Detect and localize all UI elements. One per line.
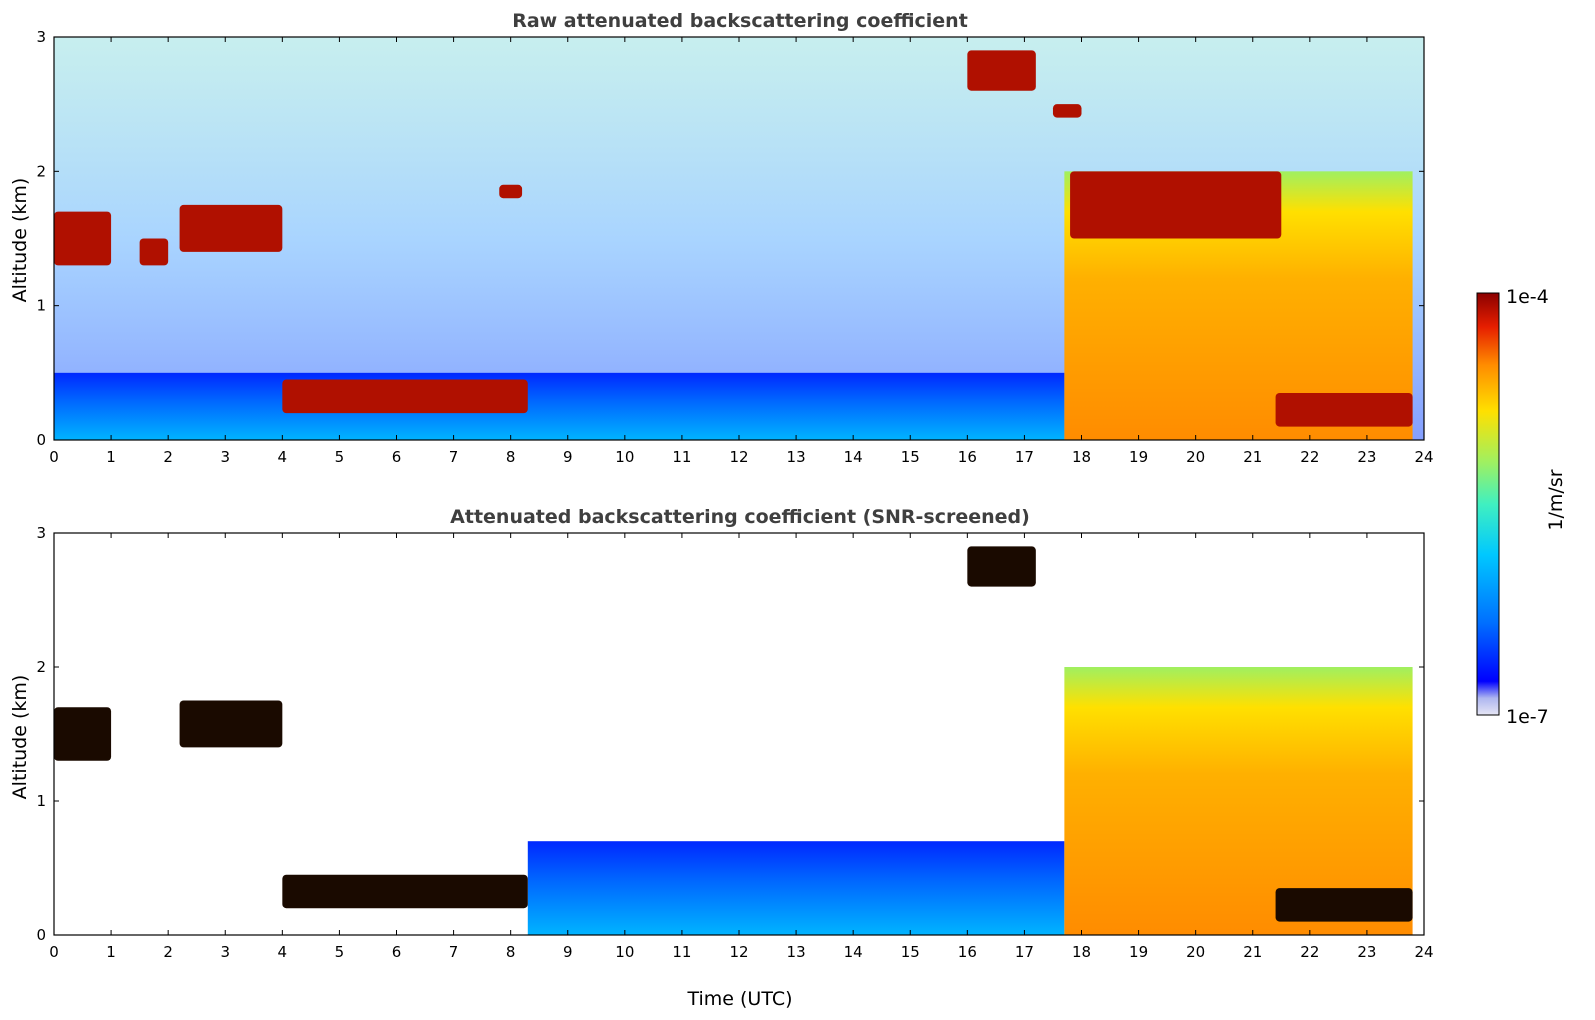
panel-raw-y-label: Altitude (km) xyxy=(9,178,31,303)
panel-raw-heatmap xyxy=(54,37,1424,441)
x-tick-label: 12 xyxy=(729,448,748,466)
heatmap-cloud-1 xyxy=(139,238,169,266)
x-tick-label: 20 xyxy=(1186,448,1205,466)
x-tick-label: 13 xyxy=(787,448,806,466)
x-tick-label: 10 xyxy=(615,943,634,961)
x-tick-label: 11 xyxy=(672,943,691,961)
y-tick-label: 2 xyxy=(36,658,46,676)
x-tick-label: 18 xyxy=(1072,943,1091,961)
heatmap-cloud-7 xyxy=(1070,171,1282,239)
panel-raw-y-axis: 0 1 2 3 xyxy=(36,28,1424,449)
heatmap-cloud-6 xyxy=(1052,104,1082,118)
heatmap-cloud-3 xyxy=(282,379,528,414)
heatmap-cloud-0 xyxy=(54,707,112,761)
heatmap-cloud-1 xyxy=(179,700,283,748)
y-tick-label: 1 xyxy=(36,792,46,810)
heatmap-cloud-2 xyxy=(282,874,528,909)
panel-raw-x-axis: 0 1 2 3 4 5 6 7 8 9 10 11 12 13 14 15 16 17 18 19 20 21 22 23 24 xyxy=(49,37,1434,466)
x-tick-label: 4 xyxy=(278,943,288,961)
heatmap-cloud-5 xyxy=(967,50,1036,91)
x-tick-label: 17 xyxy=(1015,943,1034,961)
y-tick-label: 2 xyxy=(36,162,46,180)
x-tick-label: 24 xyxy=(1414,943,1433,961)
heatmap-cloud-0 xyxy=(54,211,112,266)
x-tick-label: 5 xyxy=(335,448,345,466)
heatmap-boundary-layer-0 xyxy=(54,372,1065,440)
x-tick-label: 1 xyxy=(106,448,116,466)
x-axis-label: Time (UTC) xyxy=(686,988,792,1010)
x-tick-label: 9 xyxy=(563,943,573,961)
x-tick-label: 0 xyxy=(49,448,59,466)
y-tick-label: 3 xyxy=(36,524,46,542)
x-tick-label: 15 xyxy=(901,448,920,466)
x-tick-label: 14 xyxy=(844,943,863,961)
x-tick-label: 4 xyxy=(278,448,288,466)
y-tick-label: 1 xyxy=(36,297,46,315)
x-tick-label: 18 xyxy=(1072,448,1091,466)
x-tick-label: 0 xyxy=(49,943,59,961)
heatmap-cloud-4 xyxy=(499,184,523,199)
x-tick-label: 6 xyxy=(392,943,402,961)
x-tick-label: 21 xyxy=(1243,943,1262,961)
x-tick-label: 13 xyxy=(787,943,806,961)
x-tick-label: 24 xyxy=(1414,448,1433,466)
x-tick-label: 22 xyxy=(1300,943,1319,961)
x-tick-label: 12 xyxy=(729,943,748,961)
x-tick-label: 8 xyxy=(506,943,516,961)
panel-screened-heatmap xyxy=(54,546,1413,935)
colorbar-gradient xyxy=(1476,292,1500,716)
heatmap-cloud-3 xyxy=(967,546,1036,587)
x-tick-label: 19 xyxy=(1129,943,1148,961)
x-tick-label: 20 xyxy=(1186,943,1205,961)
colorbar-min-label: 1e-7 xyxy=(1506,706,1549,728)
x-tick-label: 3 xyxy=(220,448,230,466)
heatmap-boundary-layer-0 xyxy=(527,841,1065,935)
x-tick-label: 14 xyxy=(844,448,863,466)
x-tick-label: 11 xyxy=(672,448,691,466)
heatmap-cloud-8 xyxy=(1275,392,1413,427)
x-tick-label: 2 xyxy=(163,943,173,961)
y-tick-label: 3 xyxy=(36,28,46,46)
x-tick-label: 6 xyxy=(392,448,402,466)
x-tick-label: 16 xyxy=(958,448,977,466)
x-tick-label: 9 xyxy=(563,448,573,466)
x-tick-label: 21 xyxy=(1243,448,1262,466)
x-tick-label: 1 xyxy=(106,943,116,961)
y-tick-label: 0 xyxy=(36,431,46,449)
x-tick-label: 7 xyxy=(449,448,459,466)
x-tick-label: 8 xyxy=(506,448,516,466)
colorbar-unit-label: 1/m/sr xyxy=(1545,469,1567,530)
panel-screened-y-label: Altitude (km) xyxy=(9,675,31,800)
colorbar: 1e-4 1e-7 1/m/sr xyxy=(1476,286,1567,728)
x-tick-label: 3 xyxy=(220,943,230,961)
panel-raw-title: Raw attenuated backscattering coefficien… xyxy=(512,10,968,32)
x-tick-label: 17 xyxy=(1015,448,1034,466)
x-tick-label: 7 xyxy=(449,943,459,961)
colorbar-max-label: 1e-4 xyxy=(1506,286,1549,308)
x-tick-label: 16 xyxy=(958,943,977,961)
heatmap-cloud-2 xyxy=(179,204,283,252)
panel-screened-y-axis: 0 1 2 3 xyxy=(36,524,1424,944)
x-tick-label: 23 xyxy=(1357,448,1376,466)
x-tick-label: 10 xyxy=(615,448,634,466)
panel-raw: Raw attenuated backscattering coefficien… xyxy=(9,10,1434,466)
panel-screened: Attenuated backscattering coefficient (S… xyxy=(9,506,1434,1010)
x-tick-label: 5 xyxy=(335,943,345,961)
x-tick-label: 2 xyxy=(163,448,173,466)
heatmap-cloud-4 xyxy=(1275,888,1413,922)
x-tick-label: 19 xyxy=(1129,448,1148,466)
x-tick-label: 23 xyxy=(1357,943,1376,961)
panel-screened-x-axis: 0 1 2 3 4 5 6 7 8 9 10 11 12 13 14 15 16 17 18 19 20 21 22 23 24 xyxy=(49,533,1434,961)
panel-screened-title: Attenuated backscattering coefficient (S… xyxy=(450,506,1030,528)
y-tick-label: 0 xyxy=(36,926,46,944)
x-tick-label: 15 xyxy=(901,943,920,961)
x-tick-label: 22 xyxy=(1300,448,1319,466)
